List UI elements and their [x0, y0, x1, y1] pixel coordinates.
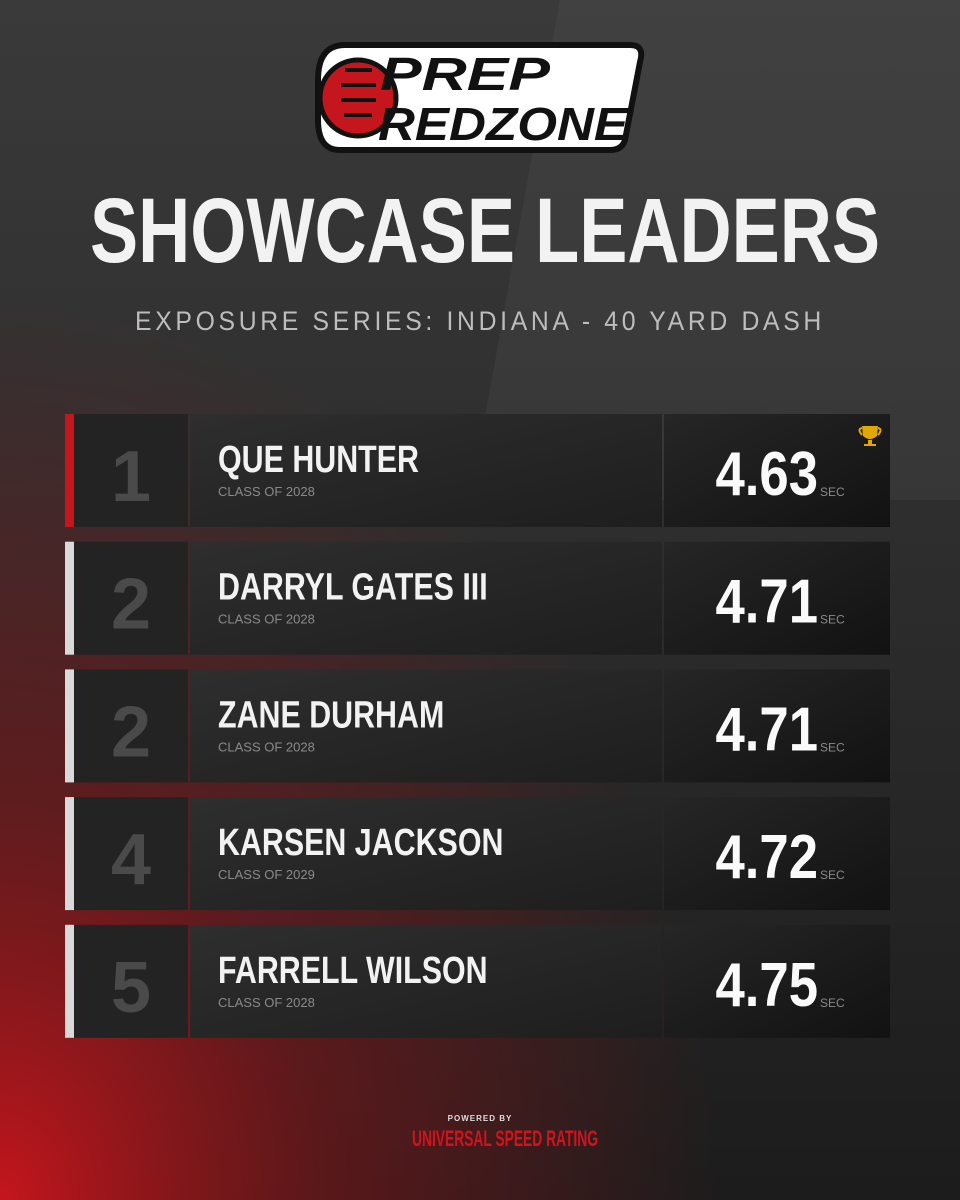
rank-cell — [74, 924, 188, 1038]
player-class: CLASS OF 2028 — [218, 739, 315, 754]
row-accent — [65, 797, 74, 911]
trophy-handles — [858, 427, 882, 436]
logo-line1: PREP — [380, 48, 550, 100]
logo-line2: REDZONE — [378, 98, 629, 150]
player-class: CLASS OF 2028 — [218, 484, 315, 499]
time-cell — [664, 797, 890, 911]
rank: 1 — [111, 437, 151, 517]
trophy-icon — [858, 426, 882, 446]
rank-cell — [74, 541, 188, 655]
time-group: 4.71 — [715, 695, 818, 764]
player-name: KARSEN JACKSON — [218, 822, 503, 864]
name-group: KARSEN JACKSON — [218, 822, 503, 864]
player-name: ZANE DURHAM — [218, 694, 444, 736]
rank-cell — [74, 797, 188, 911]
time: 4.63 — [715, 440, 818, 509]
rank: 2 — [111, 565, 151, 645]
title: SHOWCASE LEADERS — [90, 180, 880, 282]
row-accent — [65, 924, 74, 1038]
name-cell — [190, 669, 662, 783]
row-accent — [65, 414, 74, 527]
rank: 4 — [111, 820, 151, 900]
footer-brand: UNIVERSAL SPEED RATING — [412, 1126, 598, 1151]
name-group: FARRELL WILSON — [218, 950, 488, 992]
player-class: CLASS OF 2028 — [218, 612, 315, 627]
leader-row: 4 KARSEN JACKSON CLASS OF 2029 4.72 SEC — [65, 797, 890, 911]
time-unit: SEC — [820, 740, 845, 754]
name-cell — [190, 541, 662, 655]
time-group: 4.75 — [715, 951, 818, 1020]
time-group: 4.71 — [715, 568, 818, 637]
time-group: 4.63 — [715, 440, 818, 509]
time-cell — [664, 414, 890, 527]
time-unit: SEC — [820, 996, 845, 1010]
leader-row: 2 DARRYL GATES III CLASS OF 2028 4.71 SEC — [65, 541, 890, 655]
time-cell — [664, 541, 890, 655]
time: 4.71 — [715, 568, 818, 637]
row-accent — [65, 669, 74, 783]
logo: PREP REDZONE — [315, 42, 645, 153]
player-class: CLASS OF 2028 — [218, 995, 315, 1010]
trophy-cup — [862, 426, 878, 446]
leader-row: 2 ZANE DURHAM CLASS OF 2028 4.71 SEC — [65, 669, 890, 783]
name-cell — [190, 414, 662, 527]
subtitle: EXPOSURE SERIES: INDIANA - 40 YARD DASH — [135, 306, 825, 336]
rank-cell — [74, 414, 188, 527]
player-name: FARRELL WILSON — [218, 950, 488, 992]
time-unit: SEC — [820, 613, 845, 627]
time: 4.72 — [715, 823, 818, 892]
time-unit: SEC — [820, 868, 845, 882]
time-cell — [664, 669, 890, 783]
rank-cell — [74, 669, 188, 783]
row-accent — [65, 541, 74, 655]
name-cell — [190, 924, 662, 1038]
time-cell — [664, 924, 890, 1038]
time-group: 4.72 — [715, 823, 818, 892]
time-unit: SEC — [820, 485, 845, 499]
rank: 2 — [111, 692, 151, 772]
name-group: ZANE DURHAM — [218, 694, 444, 736]
player-name: QUE HUNTER — [218, 439, 419, 481]
name-group: QUE HUNTER — [218, 439, 419, 481]
name-group: DARRYL GATES III — [218, 567, 488, 609]
rank: 5 — [111, 948, 151, 1028]
leader-row: 1 QUE HUNTER CLASS OF 2028 4.63 SEC — [65, 414, 890, 527]
time: 4.75 — [715, 951, 818, 1020]
player-class: CLASS OF 2029 — [218, 867, 315, 882]
player-name: DARRYL GATES III — [218, 567, 488, 609]
time: 4.71 — [715, 695, 818, 764]
name-cell — [190, 797, 662, 911]
footer-powered: POWERED BY — [448, 1114, 513, 1123]
leader-row: 5 FARRELL WILSON CLASS OF 2028 4.75 SEC — [65, 924, 890, 1038]
